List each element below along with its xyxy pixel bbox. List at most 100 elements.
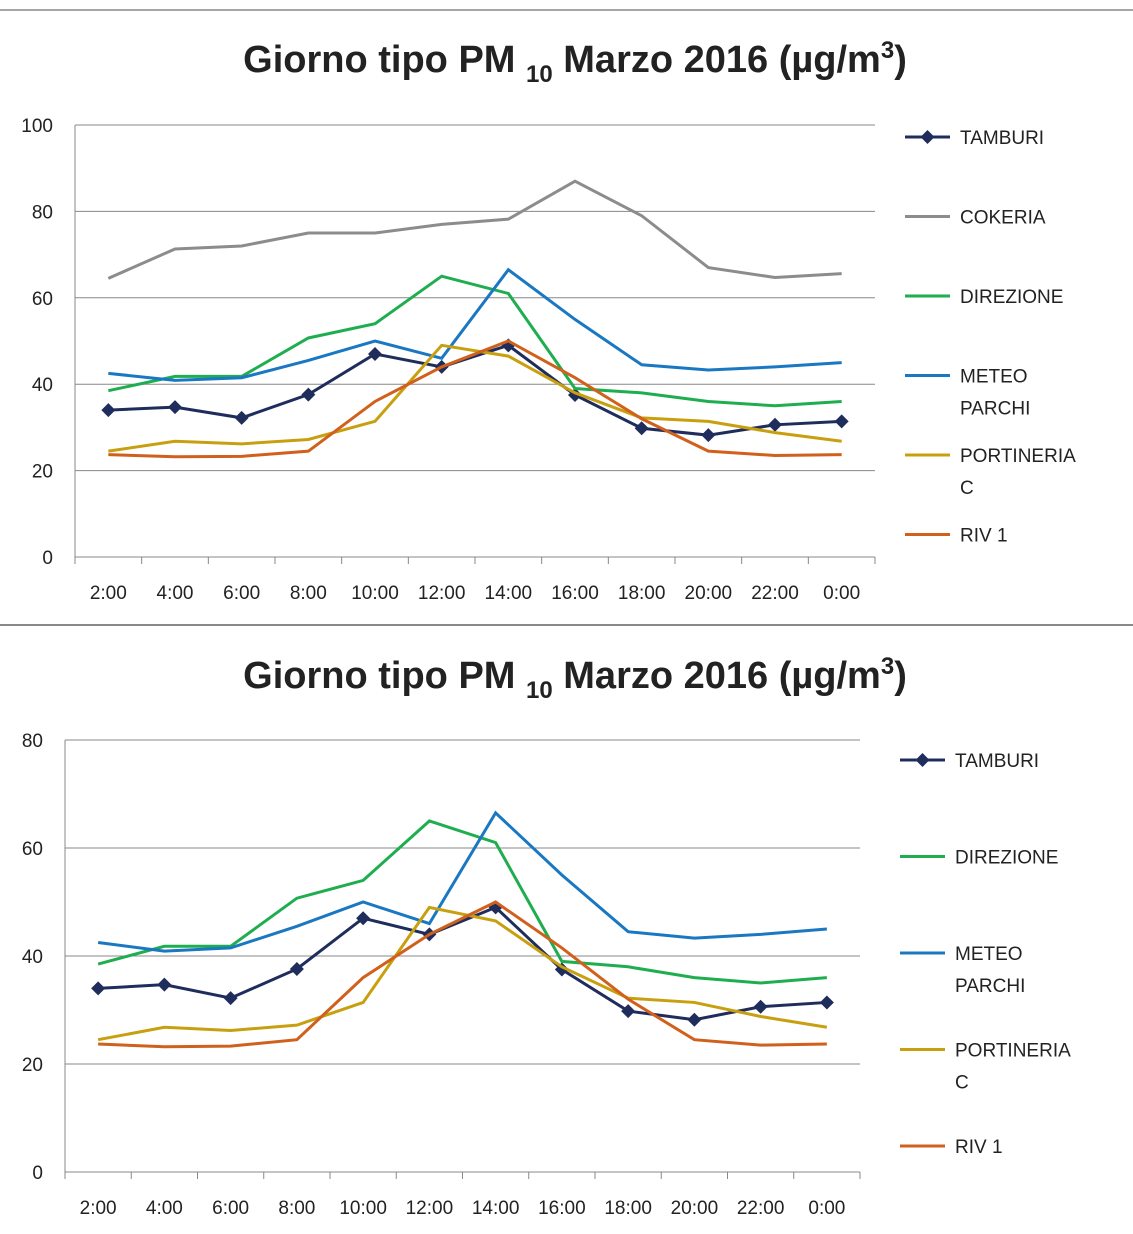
series-line	[97, 819, 827, 985]
y-tick-label: 20	[22, 1055, 43, 1076]
title-part: Giorno tipo PM	[243, 655, 526, 697]
x-tick-label: 22:00	[737, 1198, 785, 1219]
point-marker	[234, 410, 249, 425]
point-marker	[301, 387, 316, 402]
series-line	[108, 339, 842, 459]
legend-line: C	[960, 478, 974, 499]
series-line	[98, 905, 827, 1022]
title-part: 3	[881, 37, 894, 64]
x-tick-label: 8:00	[278, 1198, 315, 1219]
y-tick-label: 40	[22, 947, 43, 968]
x-tick-label: 0:00	[823, 583, 860, 604]
title-part: Giorno tipo PM	[243, 39, 526, 81]
x-tick-label: 6:00	[212, 1198, 249, 1219]
title-part: )	[894, 39, 907, 81]
y-tick-label: 60	[32, 289, 53, 310]
y-tick-label: 0	[42, 548, 53, 569]
legend-line: METEO	[960, 367, 1028, 388]
x-tick-label: 0:00	[808, 1198, 845, 1219]
x-tick-label: 12:00	[406, 1198, 454, 1219]
x-tick-label: 16:00	[538, 1198, 586, 1219]
x-tick-label: 18:00	[618, 583, 666, 604]
point-marker	[289, 961, 304, 976]
legend-label: COKERIA	[960, 208, 1046, 229]
y-tick-label: 100	[21, 116, 53, 137]
series-line	[108, 274, 842, 408]
series-line	[108, 267, 842, 382]
point-marker	[621, 1004, 636, 1019]
legend-label: DIREZIONE	[955, 848, 1058, 869]
x-tick-label: 16:00	[551, 583, 599, 604]
legend-line: METEO	[955, 944, 1023, 965]
title-part: Marzo 2016 (µg/m	[553, 39, 881, 81]
legend-line: PARCHI	[955, 976, 1025, 997]
legend-marker	[920, 130, 935, 144]
series-line	[97, 810, 827, 953]
legend-label: METEO PARCHI	[960, 367, 1030, 420]
legend-label: METEO PARCHI	[955, 944, 1025, 997]
title-part: 10	[526, 61, 553, 88]
x-tick-label: 2:00	[90, 583, 127, 604]
x-tick-label: 18:00	[604, 1198, 652, 1219]
title-part: Marzo 2016 (µg/m	[553, 655, 881, 697]
x-tick-label: 4:00	[146, 1198, 183, 1219]
chart: Giorno tipo PM 10 Marzo 2016 (µg/m3) 0 20 4…	[22, 653, 1071, 1219]
x-tick-label: 14:00	[485, 583, 533, 604]
legend-line: C	[955, 1073, 969, 1094]
y-tick-label: 40	[32, 375, 53, 396]
y-tick-label: 0	[32, 1163, 43, 1184]
x-tick-label: 12:00	[418, 583, 466, 604]
x-tick-label: 22:00	[751, 583, 799, 604]
point-marker	[368, 346, 382, 361]
legend-label: TAMBURI	[960, 128, 1044, 149]
point-marker	[834, 414, 849, 429]
legend-label: RIV 1	[960, 526, 1008, 547]
chart-title: Giorno tipo PM 10 Marzo 2016 (µg/m3)	[243, 653, 907, 704]
chart-title: Giorno tipo PM 10 Marzo 2016 (µg/m3)	[243, 37, 907, 88]
x-tick-label: 20:00	[671, 1198, 719, 1219]
point-marker	[91, 981, 106, 996]
point-marker	[701, 428, 716, 443]
legend-label: PORTINERIA C	[960, 446, 1076, 499]
point-marker	[356, 911, 371, 926]
point-marker	[768, 417, 782, 432]
point-marker	[157, 977, 172, 992]
legend-label: RIV 1	[955, 1137, 1003, 1158]
title-part: 3	[881, 653, 894, 680]
y-tick-label: 60	[22, 839, 43, 860]
legend-label: DIREZIONE	[960, 287, 1063, 308]
legend-label: TAMBURI	[955, 751, 1039, 772]
point-marker	[819, 995, 834, 1010]
y-tick-label: 80	[22, 731, 43, 752]
x-tick-label: 10:00	[339, 1198, 387, 1219]
x-tick-label: 14:00	[472, 1198, 520, 1219]
x-tick-label: 8:00	[290, 583, 327, 604]
title-part: 10	[526, 677, 553, 704]
chart: Giorno tipo PM 10 Marzo 2016 (µg/m3) 0 20 4…	[21, 37, 1076, 604]
x-tick-label: 2:00	[80, 1198, 117, 1219]
x-tick-label: 6:00	[223, 583, 260, 604]
title-part: )	[894, 655, 907, 697]
x-tick-label: 10:00	[351, 583, 399, 604]
point-marker	[687, 1012, 702, 1027]
legend-line: PORTINERIA	[960, 446, 1076, 467]
legend-line: PORTINERIA	[955, 1041, 1071, 1062]
series-line	[108, 343, 842, 453]
series-line	[107, 179, 842, 280]
legend-line: PARCHI	[960, 399, 1030, 420]
legend-label: PORTINERIA C	[955, 1041, 1071, 1094]
point-marker	[101, 403, 116, 418]
series-line	[98, 900, 827, 1049]
point-marker	[168, 400, 182, 415]
point-marker	[223, 991, 238, 1006]
legend-marker	[915, 753, 930, 767]
point-marker	[634, 421, 649, 436]
y-tick-label: 80	[32, 202, 53, 223]
series-line	[97, 905, 828, 1042]
y-tick-label: 20	[32, 462, 53, 483]
point-marker	[753, 999, 768, 1014]
series-line	[108, 343, 842, 437]
x-tick-label: 20:00	[685, 583, 733, 604]
x-tick-label: 4:00	[157, 583, 194, 604]
